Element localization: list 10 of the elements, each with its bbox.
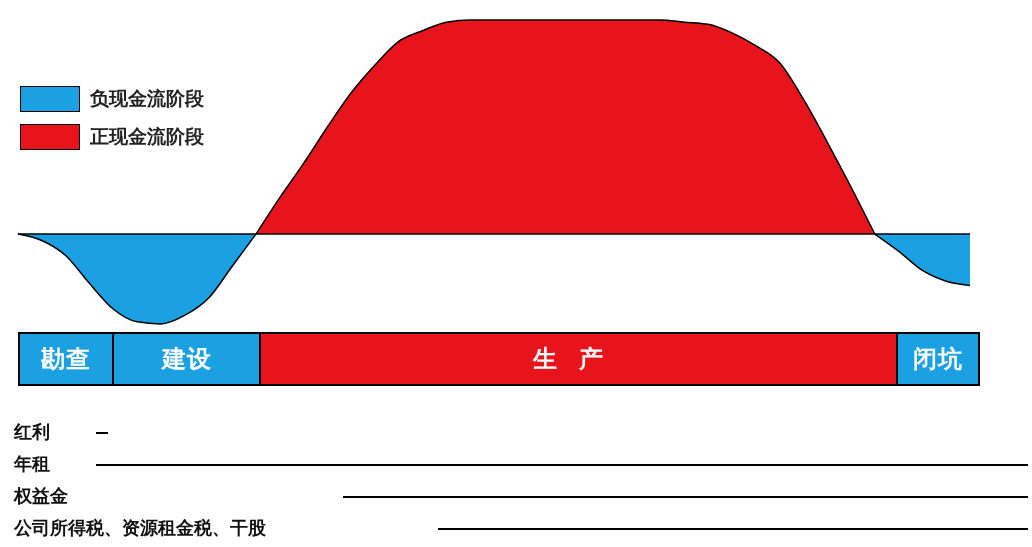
phase-box: 生产 xyxy=(261,334,898,384)
legend-label: 负现金流阶段 xyxy=(90,86,204,111)
phase-box: 建设 xyxy=(114,334,261,384)
phase-box: 勘查 xyxy=(20,334,114,384)
phase-box: 闭坑 xyxy=(898,334,978,384)
text: 公司所得税、资源租金税、干股 xyxy=(14,516,270,540)
text: 年租 xyxy=(14,452,54,476)
text: 权益金 xyxy=(14,484,72,508)
text: 红利 xyxy=(14,420,54,444)
legend-label: 正现金流阶段 xyxy=(90,124,204,149)
